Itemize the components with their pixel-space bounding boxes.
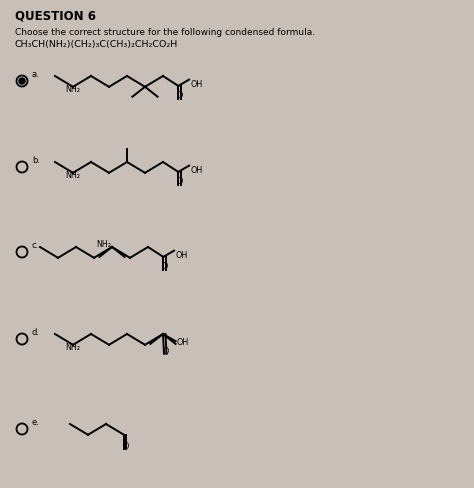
Text: b.: b. xyxy=(32,156,40,164)
Text: OH: OH xyxy=(175,250,187,259)
Text: OH: OH xyxy=(190,165,202,174)
Text: a.: a. xyxy=(32,70,40,79)
Text: Choose the correct structure for the following condensed formula.: Choose the correct structure for the fol… xyxy=(15,28,315,37)
Text: QUESTION 6: QUESTION 6 xyxy=(15,10,96,23)
Text: NH₂: NH₂ xyxy=(65,342,81,351)
Text: O: O xyxy=(176,177,182,186)
Text: O: O xyxy=(122,441,128,450)
Text: e.: e. xyxy=(32,417,40,426)
Text: NH₂: NH₂ xyxy=(65,170,81,180)
Text: O: O xyxy=(161,262,168,271)
Text: d.: d. xyxy=(32,327,40,336)
Text: NH₂: NH₂ xyxy=(65,84,81,94)
Text: c.: c. xyxy=(32,241,39,249)
Text: OH: OH xyxy=(177,337,189,346)
Text: NH₂: NH₂ xyxy=(97,240,111,248)
Text: O: O xyxy=(176,91,182,101)
Text: CH₃CH(NH₂)(CH₂)₃C(CH₃)₂CH₂CO₂H: CH₃CH(NH₂)(CH₂)₃C(CH₃)₂CH₂CO₂H xyxy=(15,40,178,49)
Text: OH: OH xyxy=(190,80,202,88)
Text: O: O xyxy=(162,346,168,355)
Circle shape xyxy=(19,79,25,85)
